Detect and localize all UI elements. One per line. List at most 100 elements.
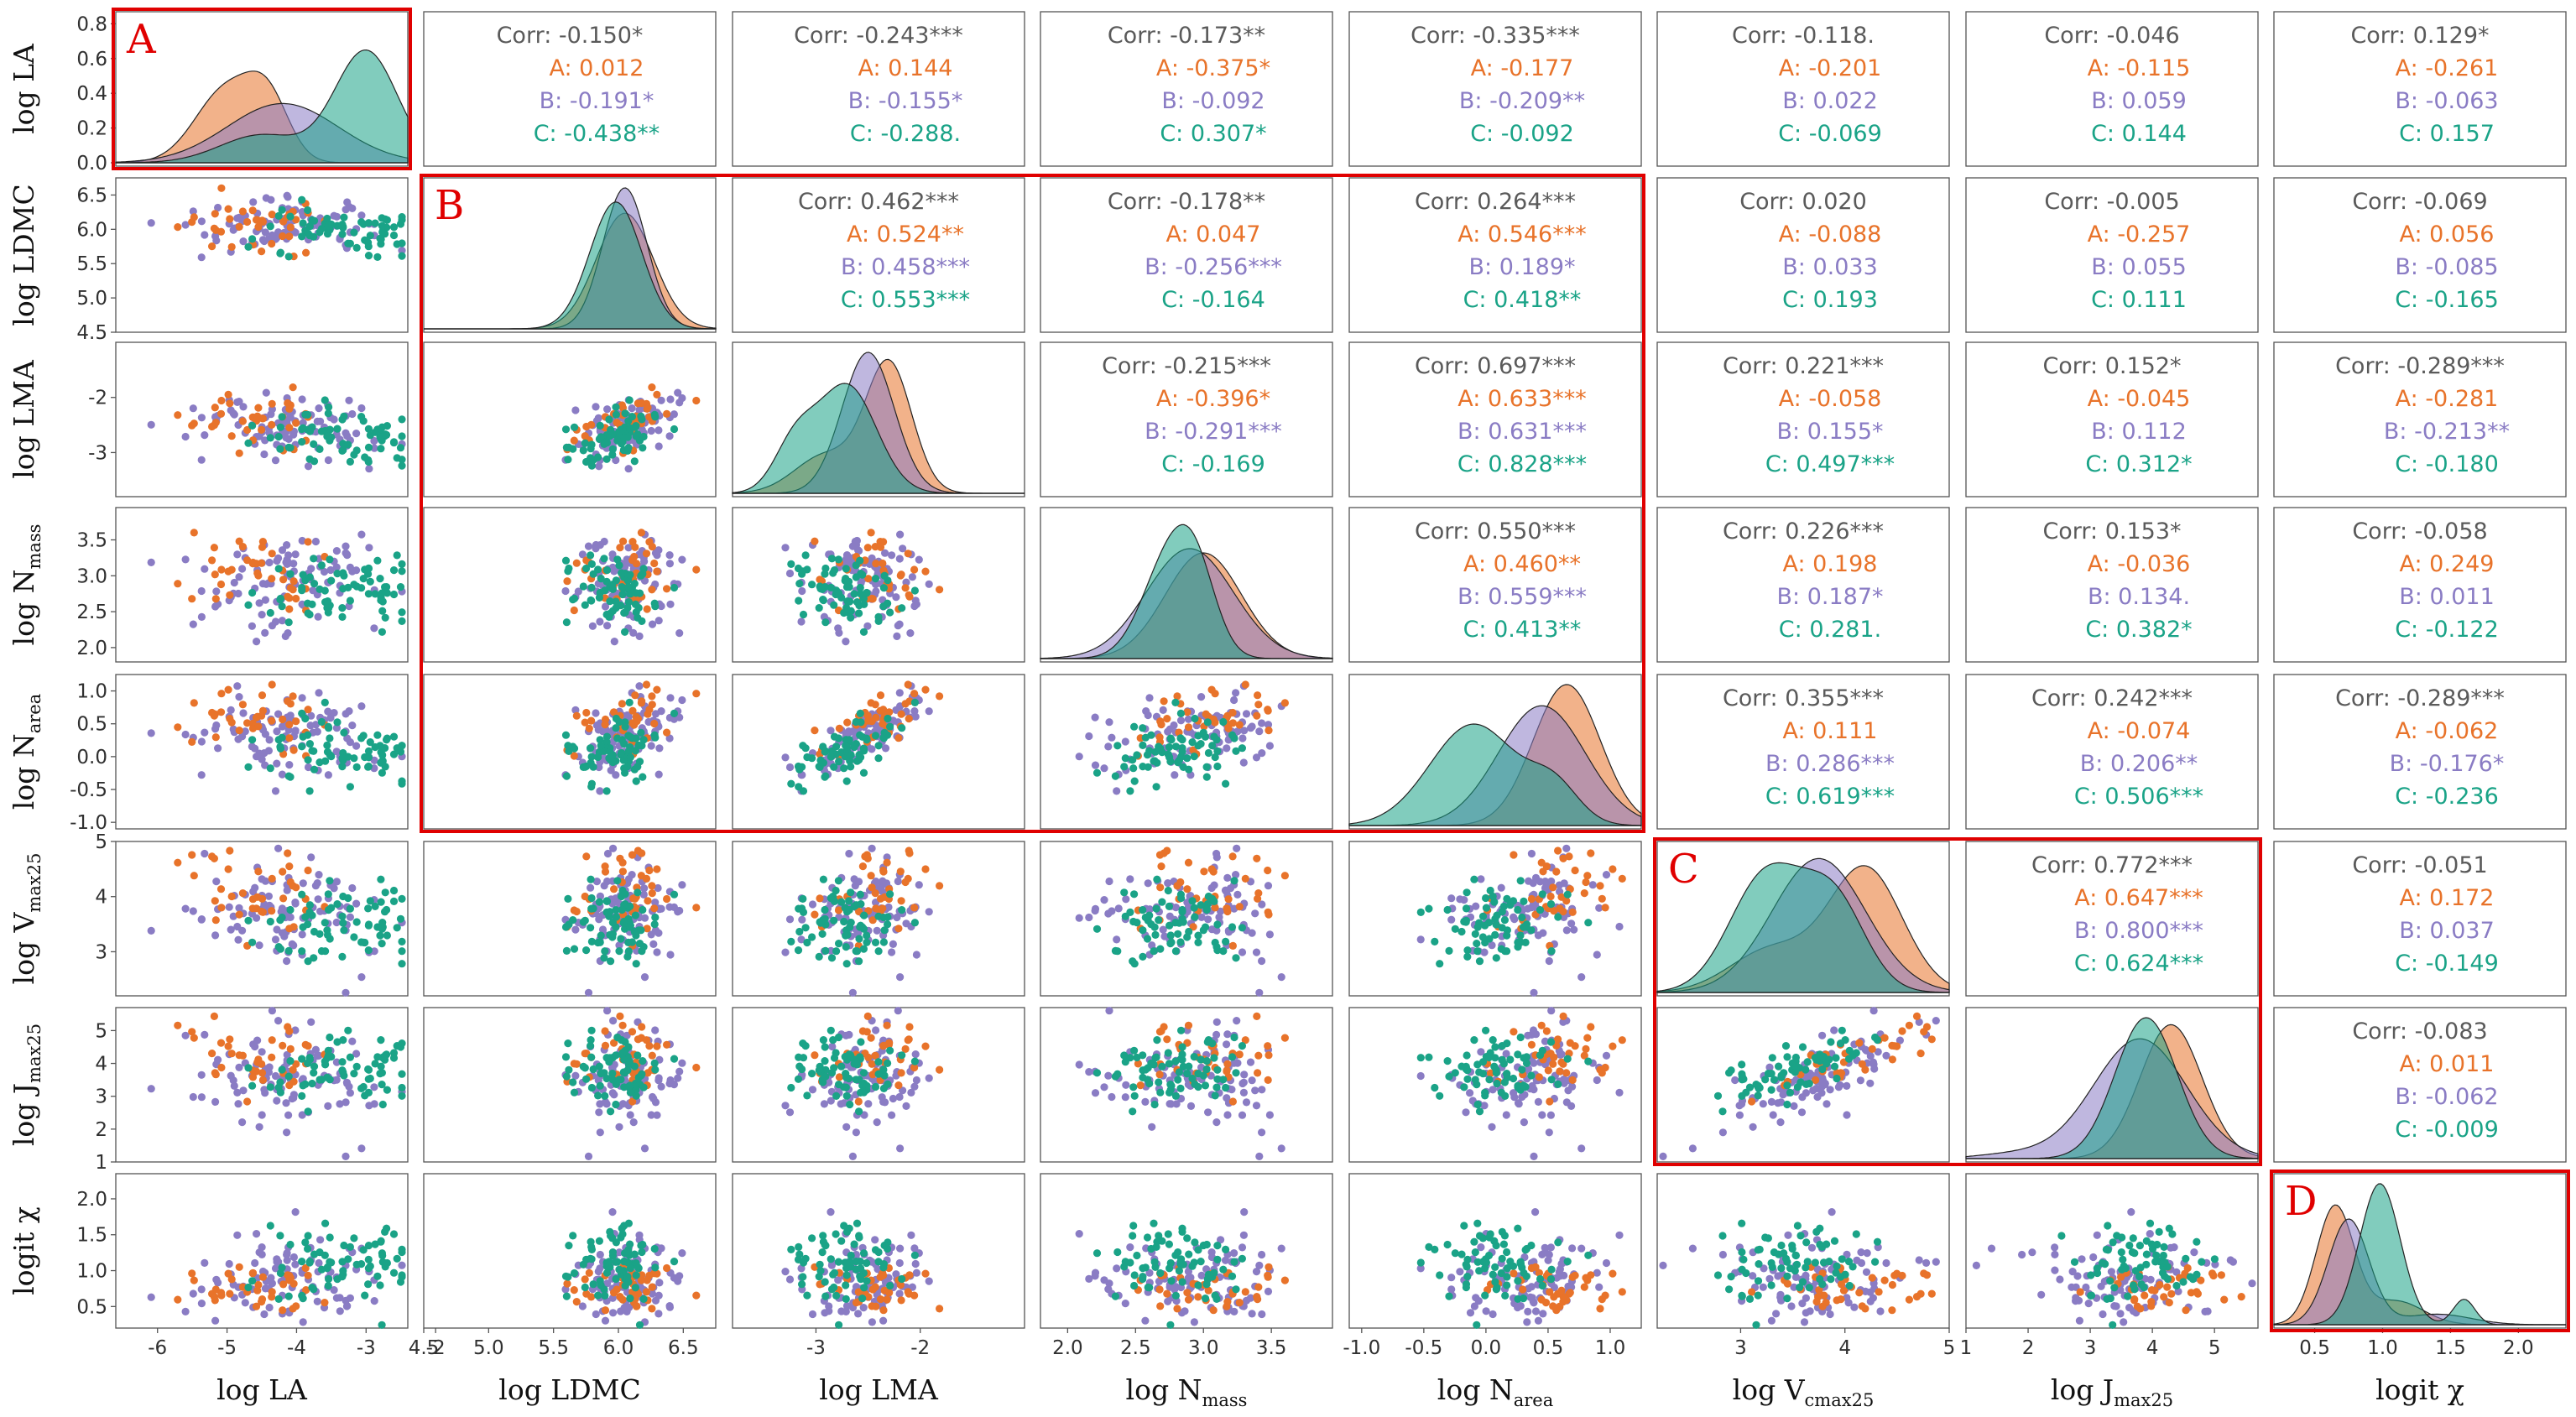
point-A-29 (610, 1039, 618, 1047)
point-C-54 (597, 742, 605, 750)
point-A-23 (1927, 1035, 1936, 1044)
point-B-65 (1615, 922, 1624, 931)
point-B-39 (906, 629, 915, 638)
point-C-38 (618, 736, 626, 744)
point-B-24 (1186, 1102, 1196, 1110)
point-C-37 (612, 1100, 620, 1109)
point-C-14 (366, 1074, 374, 1083)
point-C-1 (1563, 890, 1572, 899)
point-B-53 (291, 550, 300, 559)
point-A-14 (601, 1041, 610, 1050)
point-A-32 (268, 716, 276, 725)
point-B-78 (1252, 753, 1261, 762)
point-C-50 (389, 1269, 399, 1277)
point-C-66 (398, 742, 406, 750)
point-A-18 (217, 690, 226, 698)
point-C-65 (626, 1081, 634, 1090)
point-C-41 (871, 1082, 880, 1091)
point-B-83 (342, 1098, 350, 1107)
point-C-59 (850, 590, 858, 598)
point-A-36 (868, 883, 876, 892)
point-C-5 (827, 555, 837, 563)
point-C-64 (620, 434, 628, 442)
point-A-18 (910, 904, 919, 912)
point-B-65 (907, 1088, 915, 1097)
point-C-32 (579, 446, 587, 455)
point-B-74 (872, 1026, 880, 1034)
point-C-62 (615, 1265, 623, 1274)
point-C-61 (879, 733, 888, 742)
point-C-52 (637, 1241, 645, 1250)
panel-frame (2273, 841, 2567, 997)
point-A-36 (292, 883, 300, 892)
point-C-60 (1491, 1043, 1499, 1051)
point-C-27 (898, 1051, 906, 1060)
point-B-5 (626, 1111, 634, 1119)
point-A-27 (1535, 1073, 1543, 1081)
point-C-15 (339, 1036, 347, 1045)
point-C-24 (589, 1065, 597, 1074)
point-B-86 (271, 935, 280, 944)
point-C-47 (284, 1072, 293, 1081)
point-C-25 (631, 1284, 640, 1292)
point-C-42 (1171, 1091, 1180, 1100)
density-C-LDMC (424, 201, 717, 330)
point-B-38 (889, 1094, 897, 1103)
point-A-9 (174, 580, 182, 588)
point-A-31 (1587, 1023, 1595, 1031)
point-B-59 (610, 567, 618, 576)
point-A-0 (648, 1283, 656, 1291)
corr-group-A: A: -0.201 (1779, 55, 1882, 81)
point-C-68 (626, 590, 635, 598)
point-B-82 (1239, 758, 1248, 767)
point-B-65 (233, 682, 242, 690)
point-C-23 (808, 1070, 816, 1078)
point-A-2 (1546, 892, 1555, 901)
density-C-Vcmax25 (1656, 862, 1950, 993)
point-C-13 (389, 590, 399, 599)
point-C-42 (1171, 947, 1180, 956)
panel-r4-c3 (1040, 674, 1333, 830)
point-C-51 (608, 430, 618, 438)
point-A-8 (211, 210, 219, 218)
point-B-88 (1223, 744, 1231, 753)
panel-r5-c2 (732, 841, 1025, 997)
point-C-6 (304, 957, 312, 966)
corr-group-C: C: -0.438** (534, 121, 660, 147)
point-B-78 (365, 465, 373, 473)
point-B-90 (313, 417, 321, 425)
point-C-46 (821, 905, 829, 914)
point-A-8 (1562, 1069, 1571, 1077)
point-B-89 (235, 573, 243, 581)
point-B-13 (189, 404, 197, 413)
point-C-47 (562, 1292, 571, 1300)
point-B-92 (848, 727, 858, 736)
point-C-52 (340, 926, 348, 935)
point-B-27 (357, 973, 366, 982)
point-C-0 (837, 898, 846, 906)
point-B-2 (197, 414, 206, 422)
point-B-91 (283, 541, 291, 550)
point-C-39 (1130, 1046, 1139, 1055)
point-A-22 (879, 1042, 888, 1050)
point-C-6 (607, 1107, 615, 1116)
point-A-19 (1253, 711, 1261, 720)
point-B-58 (910, 1082, 919, 1091)
point-A-22 (1264, 706, 1272, 714)
point-B-44 (278, 617, 286, 625)
point-B-91 (852, 1128, 860, 1137)
point-A-15 (642, 874, 651, 883)
point-C-43 (1500, 916, 1509, 925)
point-C-40 (248, 1081, 257, 1090)
point-B-6 (635, 632, 644, 641)
point-A-14 (279, 715, 287, 724)
corr-group-C: C: -0.092 (1470, 121, 1574, 147)
point-B-92 (584, 1152, 593, 1160)
point-C-59 (371, 428, 379, 436)
corr-group-A: A: -0.088 (1779, 221, 1882, 247)
point-C-28 (305, 901, 314, 909)
point-A-25 (876, 543, 885, 551)
point-C-5 (1232, 1069, 1240, 1077)
